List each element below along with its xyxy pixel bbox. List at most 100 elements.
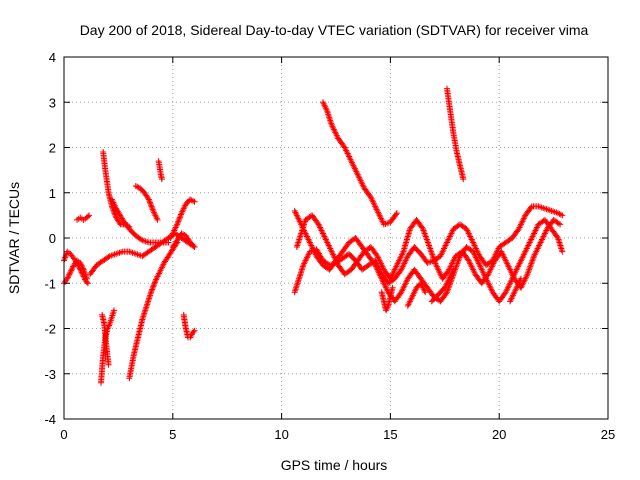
data-point <box>66 271 73 278</box>
data-point <box>147 200 154 207</box>
data-point <box>84 280 91 287</box>
x-ticks: 0 5 10 15 20 25 <box>60 57 615 442</box>
series-ridge12 <box>319 99 400 228</box>
data-point <box>177 211 184 218</box>
data-point <box>150 283 157 290</box>
data-point <box>389 284 396 291</box>
data-point <box>450 266 457 273</box>
data-point <box>149 286 156 293</box>
data-point <box>65 273 72 280</box>
y-ticks: -4 -3 -2 -1 0 1 2 3 4 <box>44 50 608 427</box>
y-tick-label: -2 <box>44 322 56 337</box>
data-point <box>557 211 564 218</box>
data-point <box>174 220 181 227</box>
data-point <box>77 261 84 268</box>
data-point <box>105 361 112 368</box>
series-dip20 <box>507 275 524 305</box>
data-point <box>149 206 156 213</box>
data-points <box>61 85 566 386</box>
data-point <box>174 221 181 228</box>
data-point <box>112 211 119 218</box>
data-point <box>554 233 561 240</box>
series-drop2b <box>99 311 112 368</box>
data-point <box>557 221 564 228</box>
x-tick-label: 5 <box>169 427 176 442</box>
data-point <box>149 205 156 212</box>
data-point <box>69 264 76 271</box>
y-tick-label: -1 <box>44 276 56 291</box>
series-dip15 <box>378 284 396 314</box>
data-point <box>111 307 118 314</box>
data-point <box>79 265 86 272</box>
data-point <box>393 210 400 217</box>
series-spike4 <box>155 158 165 183</box>
x-tick-label: 0 <box>60 427 67 442</box>
data-point <box>84 213 91 220</box>
x-tick-label: 15 <box>383 427 397 442</box>
y-tick-label: 3 <box>49 95 56 110</box>
data-point <box>79 263 86 270</box>
x-axis-label: GPS time / hours <box>281 457 388 473</box>
data-point <box>177 212 184 219</box>
data-point <box>67 268 74 275</box>
data-point <box>150 282 157 289</box>
data-point <box>517 275 524 282</box>
series-dip16 <box>404 280 429 309</box>
data-point <box>151 280 158 287</box>
series-dec_b <box>108 196 172 246</box>
data-point <box>105 254 112 261</box>
data-point <box>149 285 156 292</box>
y-tick-label: 2 <box>49 141 56 156</box>
data-point <box>175 218 182 225</box>
data-point <box>68 267 75 274</box>
data-point <box>460 176 467 183</box>
data-point <box>77 259 84 266</box>
data-point <box>154 216 161 223</box>
data-point <box>68 266 75 273</box>
data-point <box>190 328 197 335</box>
y-tick-label: 4 <box>49 50 56 65</box>
data-point <box>158 176 165 183</box>
data-point <box>443 290 450 297</box>
data-point <box>111 210 118 217</box>
y-tick-label: -4 <box>44 412 56 427</box>
data-point <box>555 220 562 227</box>
data-point <box>175 217 182 224</box>
data-point <box>148 203 155 210</box>
data-point <box>190 198 197 205</box>
data-point <box>559 212 566 219</box>
series-low5 <box>169 230 198 251</box>
data-point <box>144 195 151 202</box>
data-point <box>176 215 183 222</box>
data-point <box>191 244 198 251</box>
series-bump <box>74 212 93 223</box>
series-tail0b <box>61 257 90 287</box>
data-point <box>191 198 198 205</box>
data-point <box>176 214 183 221</box>
x-tick-label: 10 <box>274 427 288 442</box>
data-point <box>392 211 399 218</box>
data-point <box>145 196 152 203</box>
data-point <box>86 212 93 219</box>
data-point <box>138 236 145 243</box>
chart-title: Day 200 of 2018, Sidereal Day-to-day VTE… <box>80 22 589 38</box>
series-band10c <box>293 212 564 291</box>
series-mid5 <box>167 196 198 241</box>
data-point <box>148 202 155 209</box>
data-point <box>112 213 119 220</box>
data-point <box>527 204 534 211</box>
data-point <box>559 248 566 255</box>
data-point <box>78 262 85 269</box>
x-tick-label: 25 <box>601 427 615 442</box>
y-tick-label: 0 <box>49 231 56 246</box>
x-tick-label: 20 <box>492 427 506 442</box>
data-point <box>191 327 198 334</box>
series-dip17 <box>428 266 457 305</box>
data-point <box>146 197 153 204</box>
data-point <box>148 287 155 294</box>
y-tick-label: -3 <box>44 367 56 382</box>
series-drop5b <box>180 311 198 341</box>
data-point <box>64 274 71 281</box>
data-point <box>151 279 158 286</box>
y-axis-label: SDTVAR / TECUs <box>6 182 22 294</box>
